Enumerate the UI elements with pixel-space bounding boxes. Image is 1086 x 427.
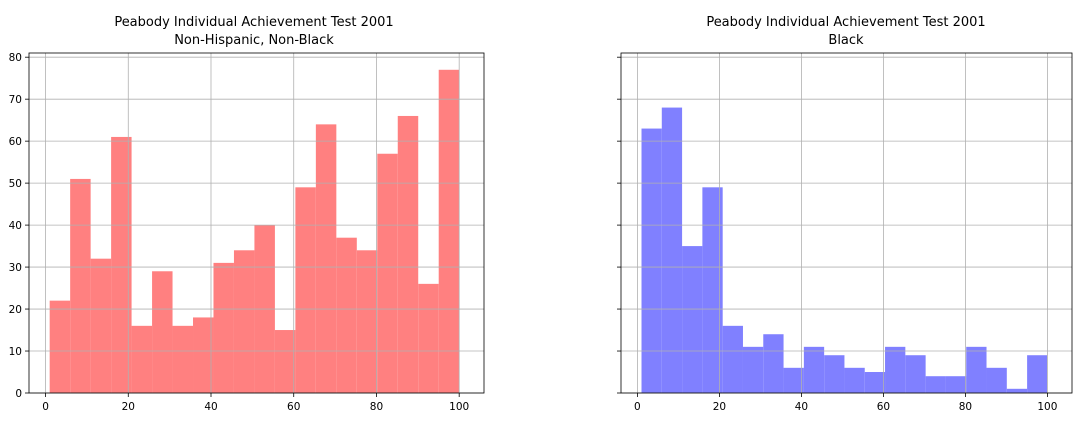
y-tick-label: 0 (15, 388, 22, 400)
x-axis: 0 20 40 60 80 100 (634, 393, 1057, 413)
y-tick-label: 30 (9, 262, 22, 274)
y-tick-label: 50 (9, 178, 22, 190)
bars (50, 70, 460, 393)
histogram-bar (905, 355, 925, 393)
histogram-bar (398, 116, 418, 393)
histogram-bar (824, 355, 844, 393)
histogram-bar (804, 347, 824, 393)
chart-title-line2: Black (828, 33, 864, 48)
histogram-bar (357, 250, 377, 393)
x-tick-label: 40 (795, 401, 808, 413)
histogram-bar (295, 187, 315, 393)
histogram-bar (682, 246, 702, 393)
x-tick-label: 80 (959, 401, 972, 413)
chart-title-line1: Peabody Individual Achievement Test 2001 (114, 15, 393, 30)
histogram-panel-black: Peabody Individual Achievement Test 2001… (617, 15, 1072, 413)
histogram-bar (234, 250, 254, 393)
y-tick-label: 10 (9, 346, 22, 358)
x-axis: 0 20 40 60 80 100 (42, 393, 469, 413)
histogram-bar (193, 317, 213, 393)
x-tick-label: 60 (287, 401, 300, 413)
histogram-bar (213, 263, 233, 393)
histogram-bar (865, 372, 885, 393)
y-axis (617, 57, 621, 393)
histogram-bar (926, 376, 946, 393)
x-tick-label: 100 (449, 401, 469, 413)
histogram-bar (784, 368, 804, 393)
histogram-bar (662, 108, 682, 393)
y-tick-label: 20 (9, 304, 22, 316)
histogram-bar (152, 271, 172, 393)
chart-title-line1: Peabody Individual Achievement Test 2001 (706, 15, 985, 30)
chart-title-line2: Non-Hispanic, Non-Black (174, 33, 334, 48)
x-tick-label: 100 (1037, 401, 1057, 413)
histogram-bar (844, 368, 864, 393)
histogram-bar (987, 368, 1007, 393)
histogram-bar (1027, 355, 1047, 393)
histogram-bar (132, 326, 152, 393)
histogram-bar (642, 129, 662, 393)
histogram-panel-non-hispanic-non-black: Peabody Individual Achievement Test 2001… (9, 15, 484, 413)
histogram-bar (1007, 389, 1027, 393)
histogram-bar (885, 347, 905, 393)
histogram-bar (173, 326, 193, 393)
x-tick-label: 40 (204, 401, 217, 413)
y-tick-label: 40 (9, 220, 22, 232)
histogram-bar (966, 347, 986, 393)
x-tick-label: 20 (713, 401, 726, 413)
histogram-bar (50, 301, 70, 393)
histogram-bar (946, 376, 966, 393)
histogram-bar (439, 70, 459, 393)
histogram-bar (743, 347, 763, 393)
histogram-bar (723, 326, 743, 393)
histogram-bar (336, 238, 356, 393)
y-tick-label: 80 (9, 52, 22, 64)
y-axis: 0 10 20 30 40 50 60 70 80 (9, 52, 29, 400)
histogram-bar (91, 259, 111, 393)
x-tick-label: 0 (634, 401, 641, 413)
histogram-bar (316, 124, 336, 393)
bars (642, 108, 1048, 393)
histogram-bar (418, 284, 438, 393)
histogram-bar (377, 154, 397, 393)
x-tick-label: 60 (877, 401, 890, 413)
y-tick-label: 70 (9, 94, 22, 106)
histogram-bar (763, 334, 783, 393)
x-tick-label: 0 (42, 401, 49, 413)
y-tick-label: 60 (9, 136, 22, 148)
x-tick-label: 20 (122, 401, 135, 413)
x-tick-label: 80 (370, 401, 383, 413)
histogram-bar (275, 330, 295, 393)
histogram-bar (70, 179, 90, 393)
